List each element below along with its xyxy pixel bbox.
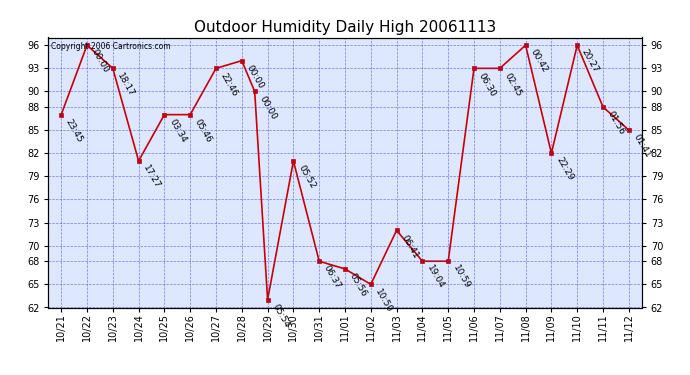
Text: 18:17: 18:17 <box>116 71 137 98</box>
Text: 23:45: 23:45 <box>64 117 85 144</box>
Text: 02:45: 02:45 <box>502 71 523 98</box>
Text: 00:00: 00:00 <box>90 48 110 75</box>
Text: 00:00: 00:00 <box>244 63 266 90</box>
Text: 01:41: 01:41 <box>631 133 652 160</box>
Text: 06:41: 06:41 <box>400 233 420 260</box>
Title: Outdoor Humidity Daily High 20061113: Outdoor Humidity Daily High 20061113 <box>194 20 496 35</box>
Text: 10:59: 10:59 <box>451 264 472 291</box>
Text: 20:27: 20:27 <box>580 48 600 75</box>
Text: 01:56: 01:56 <box>606 110 627 136</box>
Text: 05:46: 05:46 <box>193 117 214 144</box>
Text: 22:29: 22:29 <box>554 156 575 183</box>
Text: 05:56: 05:56 <box>348 272 368 298</box>
Text: 05:54: 05:54 <box>270 303 291 329</box>
Text: 06:30: 06:30 <box>477 71 497 98</box>
Text: 06:37: 06:37 <box>322 264 343 291</box>
Text: 22:46: 22:46 <box>219 71 239 98</box>
Text: 05:52: 05:52 <box>296 164 317 190</box>
Text: 00:00: 00:00 <box>257 94 278 121</box>
Text: 03:34: 03:34 <box>167 117 188 144</box>
Text: 19:04: 19:04 <box>425 264 446 291</box>
Text: 17:27: 17:27 <box>141 164 162 190</box>
Text: 10:50: 10:50 <box>373 287 394 314</box>
Text: 00:42: 00:42 <box>529 48 549 75</box>
Text: Copyright 2006 Cartronics.com: Copyright 2006 Cartronics.com <box>51 42 171 51</box>
